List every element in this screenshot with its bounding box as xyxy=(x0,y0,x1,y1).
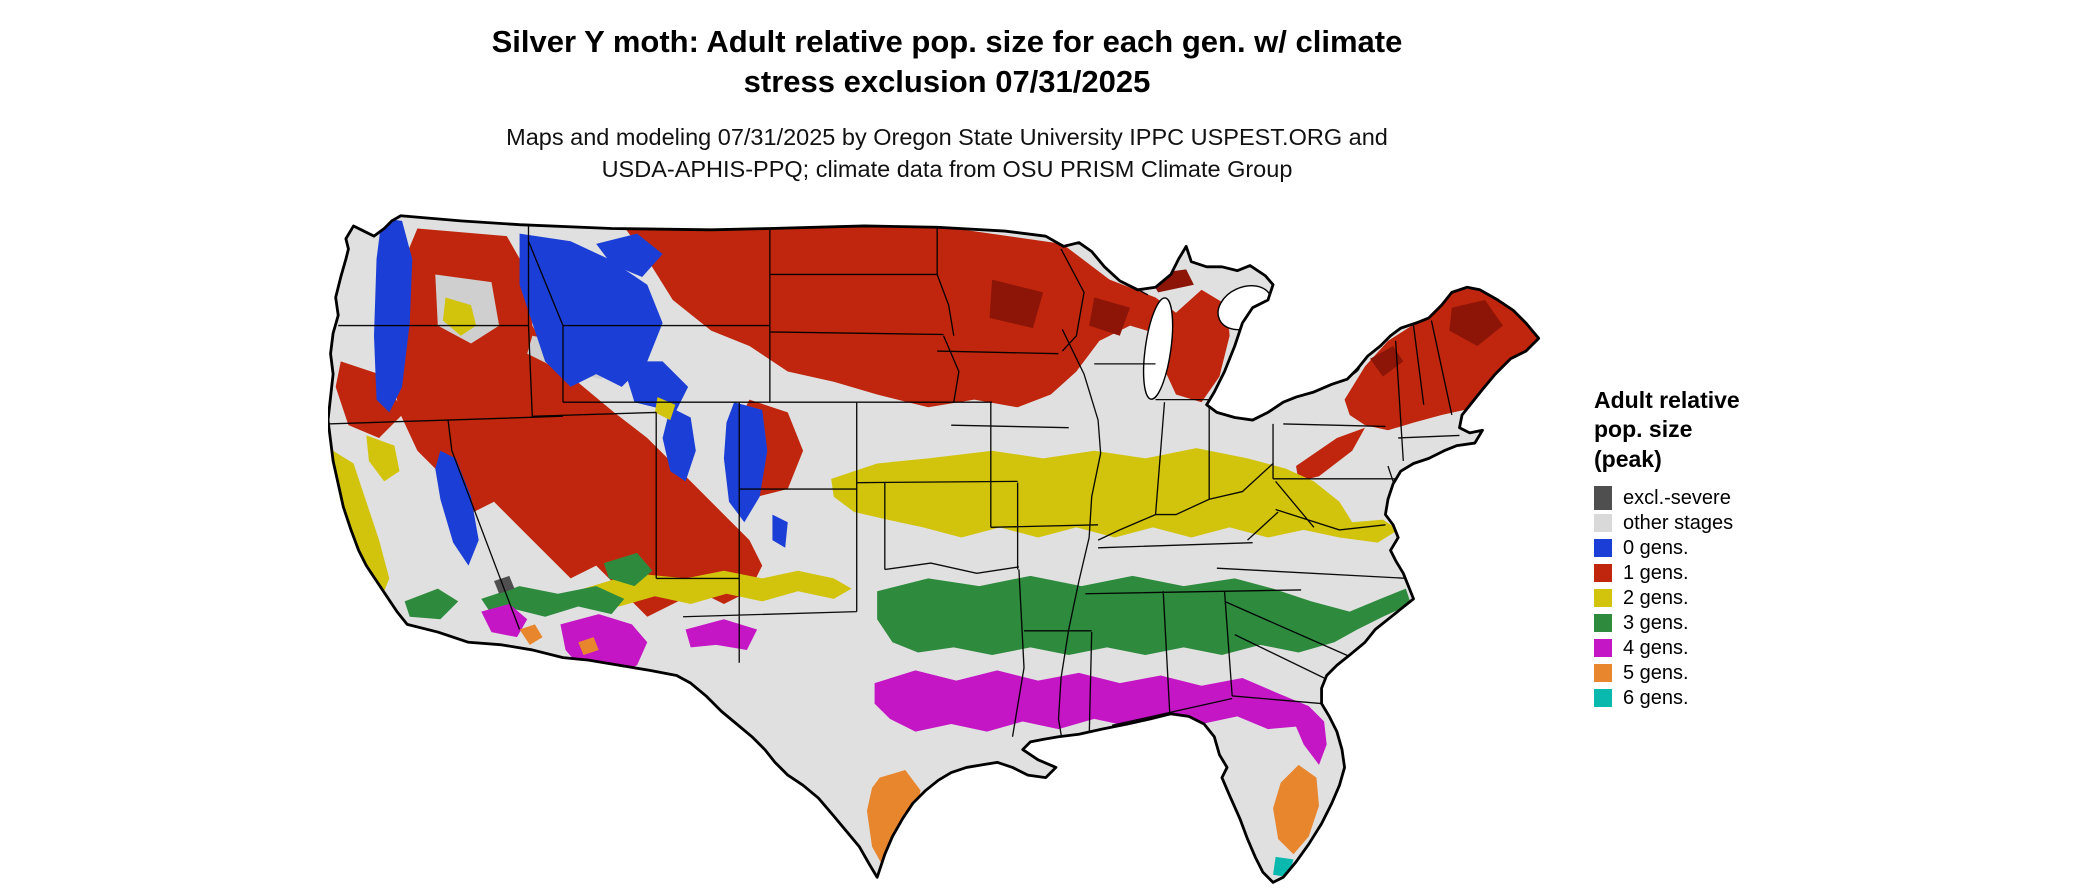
legend: Adult relative pop. size (peak) excl.-se… xyxy=(1594,386,1894,710)
legend-item-0-gens: 0 gens. xyxy=(1594,535,1894,560)
lake-michigan xyxy=(1142,297,1174,400)
layer-excl-severe xyxy=(494,575,515,594)
legend-swatch-3-gens xyxy=(1594,613,1612,632)
layer-gen2-yellow xyxy=(330,297,1399,607)
legend-item-1-gens: 1 gens. xyxy=(1594,560,1894,585)
legend-item-2-gens: 2 gens. xyxy=(1594,585,1894,610)
header: Silver Y moth: Adult relative pop. size … xyxy=(0,22,1894,186)
legend-label-3-gens: 3 gens. xyxy=(1623,611,1689,634)
subtitle-line-2: USDA-APHIS-PPQ; climate data from OSU PR… xyxy=(601,156,1293,183)
legend-swatch-other-stages xyxy=(1594,513,1612,532)
legend-label-6-gens: 6 gens. xyxy=(1623,686,1689,709)
legend-label-1-gens: 1 gens. xyxy=(1623,561,1689,584)
legend-title-line-3: (peak) xyxy=(1594,445,1662,472)
legend-swatch-1-gens xyxy=(1594,563,1612,582)
subtitle-line-1: Maps and modeling 07/31/2025 by Oregon S… xyxy=(506,123,1388,150)
us-map-svg xyxy=(328,214,1541,884)
legend-item-5-gens: 5 gens. xyxy=(1594,660,1894,685)
us-outline xyxy=(328,214,1541,884)
layer-gen5-orange xyxy=(519,624,1320,870)
legend-item-other-stages: other stages xyxy=(1594,510,1894,535)
legend-title-line-2: pop. size xyxy=(1594,416,1693,443)
legend-swatch-excl-severe xyxy=(1594,485,1612,510)
title-line-1: Silver Y moth: Adult relative pop. size … xyxy=(491,24,1403,59)
legend-swatch-4-gens xyxy=(1594,638,1612,657)
legend-label-other-stages: other stages xyxy=(1623,511,1734,534)
legend-item-6-gens: 6 gens. xyxy=(1594,685,1894,710)
layer-gen0-blue xyxy=(373,218,788,566)
legend-title: Adult relative pop. size (peak) xyxy=(1594,386,1894,474)
legend-swatch-6-gens xyxy=(1594,688,1612,707)
legend-title-line-1: Adult relative xyxy=(1594,387,1740,413)
legend-label-excl-severe: excl.-severe xyxy=(1623,486,1731,509)
legend-swatch-2-gens xyxy=(1594,588,1612,607)
state-borders xyxy=(328,223,1460,750)
legend-label-5-gens: 5 gens. xyxy=(1623,661,1689,684)
legend-swatch-5-gens xyxy=(1594,663,1612,682)
legend-item-4-gens: 4 gens. xyxy=(1594,635,1894,660)
legend-item-excl-severe: excl.-severe xyxy=(1594,485,1894,510)
us-map xyxy=(328,208,1554,885)
layer-gen3-green xyxy=(404,552,1411,656)
map-subtitle: Maps and modeling 07/31/2025 by Oregon S… xyxy=(0,121,1894,187)
title-line-2: stress exclusion 07/31/2025 xyxy=(743,64,1151,100)
map-title: Silver Y moth: Adult relative pop. size … xyxy=(0,22,1894,103)
legend-item-3-gens: 3 gens. xyxy=(1594,610,1894,635)
legend-items: excl.-severe other stages 0 gens. 1 gens… xyxy=(1594,485,1894,710)
map-fill-layers xyxy=(328,215,1539,883)
legend-label-4-gens: 4 gens. xyxy=(1623,636,1689,659)
legend-label-0-gens: 0 gens. xyxy=(1623,536,1689,559)
legend-label-2-gens: 2 gens. xyxy=(1623,586,1689,609)
legend-swatch-0-gens xyxy=(1594,538,1612,557)
